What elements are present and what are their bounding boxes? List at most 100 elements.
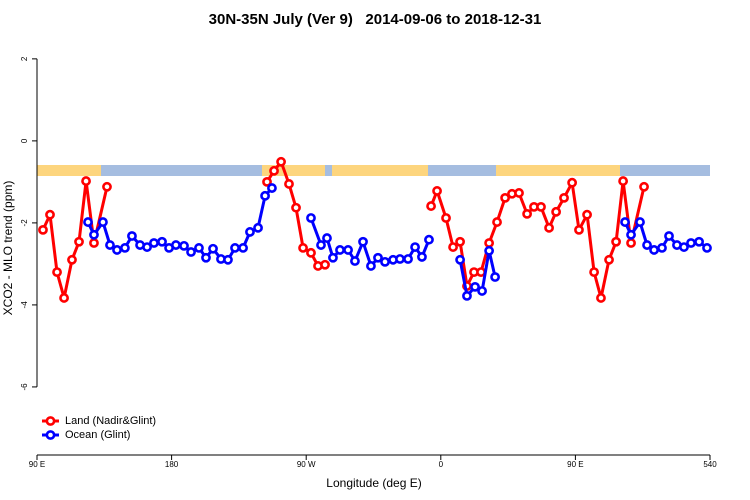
data-point xyxy=(477,286,487,296)
data-point xyxy=(253,222,263,233)
x-tick-label: 90 E xyxy=(567,460,583,469)
x-tick-label: 540 xyxy=(703,460,717,469)
data-point xyxy=(230,243,240,253)
data-point xyxy=(544,222,554,233)
data-point xyxy=(589,267,599,278)
data-point xyxy=(276,156,286,167)
data-point xyxy=(45,209,55,220)
data-point xyxy=(186,247,196,257)
data-point xyxy=(105,240,115,250)
y-tick-label: 2 xyxy=(20,56,29,61)
data-point xyxy=(157,236,167,247)
data-point xyxy=(470,281,480,292)
data-point xyxy=(74,236,84,247)
data-point xyxy=(306,247,316,258)
data-point xyxy=(484,238,495,248)
data-point xyxy=(635,217,645,227)
data-point xyxy=(694,236,704,247)
legend-label: Land (Nadir&Glint) xyxy=(65,415,156,427)
data-point xyxy=(462,290,472,301)
data-point xyxy=(373,252,383,263)
data-point xyxy=(441,213,451,223)
data-point xyxy=(664,231,674,241)
data-point xyxy=(604,254,614,265)
land-ocean-strip xyxy=(37,165,710,176)
data-point xyxy=(102,181,112,192)
data-point xyxy=(626,229,636,240)
data-point xyxy=(298,243,308,253)
data-point xyxy=(262,176,272,187)
data-point xyxy=(194,243,204,253)
data-point xyxy=(81,176,91,186)
data-point xyxy=(567,177,578,188)
chart-title: 30N-35N July (Ver 9) 2014-09-06 to 2018-… xyxy=(209,11,542,28)
data-point xyxy=(551,206,562,217)
data-point xyxy=(618,176,629,186)
data-point xyxy=(89,229,99,240)
data-point xyxy=(514,188,524,198)
data-point xyxy=(328,252,338,263)
x-tick-label: 180 xyxy=(165,460,179,469)
data-point xyxy=(657,243,667,253)
data-point xyxy=(59,293,69,303)
data-point xyxy=(380,256,390,267)
data-point xyxy=(620,217,630,227)
data-point xyxy=(536,202,546,212)
data-point xyxy=(611,236,621,247)
data-point xyxy=(358,236,368,247)
data-point xyxy=(179,240,189,251)
data-point xyxy=(245,227,255,237)
data-point xyxy=(284,179,294,189)
data-point xyxy=(260,190,270,201)
data-point xyxy=(702,243,712,253)
data-point xyxy=(89,238,99,248)
data-point xyxy=(484,245,495,256)
data-point xyxy=(492,217,502,227)
y-axis-label: XCO2 - MLO trend (ppm) xyxy=(1,181,15,316)
data-point xyxy=(306,213,316,223)
data-point xyxy=(38,224,48,235)
land-strip xyxy=(262,165,325,176)
data-point xyxy=(343,245,353,255)
data-point xyxy=(320,259,330,270)
data-point xyxy=(559,192,569,203)
data-point xyxy=(410,242,420,252)
land-strip xyxy=(496,165,620,176)
data-point xyxy=(127,231,137,241)
x-tick-label: 0 xyxy=(439,460,444,469)
data-point xyxy=(522,208,532,219)
data-point xyxy=(267,183,277,193)
data-point xyxy=(395,254,405,264)
data-point xyxy=(98,217,108,227)
data-point xyxy=(448,242,458,252)
data-point xyxy=(455,254,465,265)
data-point xyxy=(366,261,376,271)
data-point xyxy=(432,186,442,196)
data-point xyxy=(208,243,218,254)
series-line xyxy=(41,160,646,300)
data-point xyxy=(238,243,248,253)
data-point xyxy=(171,240,181,250)
data-point xyxy=(120,243,130,253)
data-point xyxy=(649,245,659,255)
data-point xyxy=(149,238,159,248)
y-tick-label: -2 xyxy=(20,219,29,227)
data-point xyxy=(642,240,652,250)
data-point xyxy=(112,245,122,255)
x-axis-label: Longitude (deg E) xyxy=(326,476,421,490)
data-point xyxy=(455,236,465,247)
data-point xyxy=(626,238,636,248)
land-strip xyxy=(37,165,101,176)
data-point xyxy=(686,238,696,248)
data-point xyxy=(490,272,500,282)
legend-label: Ocean (Glint) xyxy=(65,429,130,441)
data-point xyxy=(269,165,279,176)
data-point xyxy=(403,254,413,264)
data-point xyxy=(83,217,93,227)
data-point xyxy=(582,209,592,220)
x-tick-label: 90 E xyxy=(29,460,45,469)
legend-marker xyxy=(45,416,56,426)
data-point xyxy=(424,234,434,245)
data-point xyxy=(142,242,152,252)
